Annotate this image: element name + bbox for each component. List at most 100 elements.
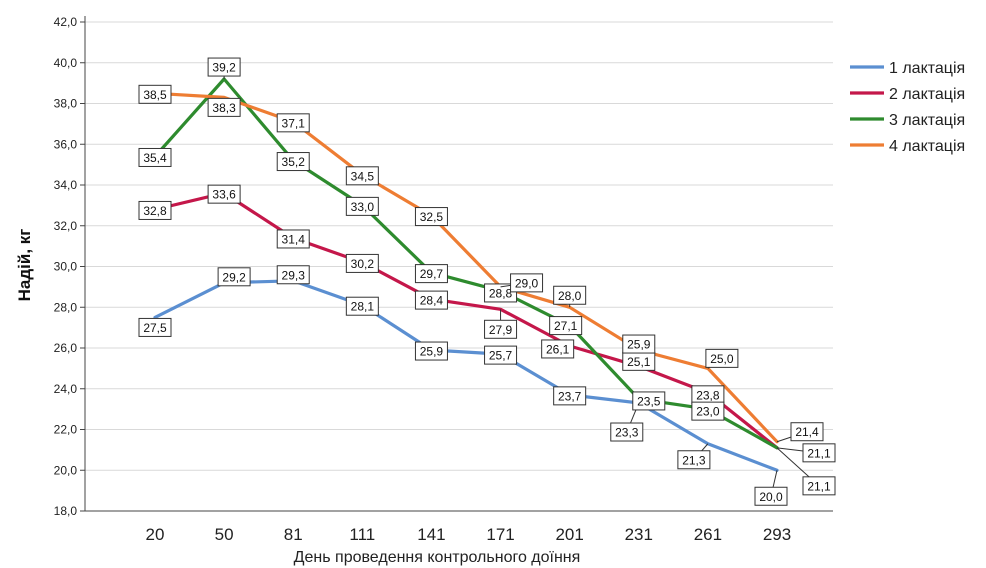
series-line-4 <box>153 91 779 444</box>
data-label: 25,9 <box>414 341 448 361</box>
data-label: 25,0 <box>705 348 739 369</box>
y-tick-label: 32,0 <box>54 219 78 233</box>
data-label: 25,7 <box>484 345 518 365</box>
data-label-box <box>549 316 583 336</box>
legend-label: 1 лактація <box>889 60 965 77</box>
x-tick-label: 293 <box>763 525 791 544</box>
data-label-text: 32,8 <box>143 204 167 218</box>
data-label-box <box>414 264 448 284</box>
y-axis-title: Надій, кг <box>15 229 34 302</box>
data-label-box <box>207 184 241 204</box>
data-label: 23,5 <box>632 391 666 411</box>
data-label: 33,6 <box>207 184 241 204</box>
data-label: 26,1 <box>541 339 575 359</box>
series-line-3 <box>153 77 779 450</box>
data-label: 21,1 <box>776 443 836 463</box>
data-label: 37,1 <box>276 113 310 133</box>
data-label: 23,7 <box>553 386 587 406</box>
series-line-2 <box>153 191 779 450</box>
data-label: 28,8 <box>484 283 518 303</box>
data-label-box <box>802 443 836 463</box>
data-label-box <box>414 290 448 310</box>
data-label-text: 33,6 <box>212 188 236 202</box>
data-label: 30,2 <box>345 253 379 273</box>
y-tick-label: 36,0 <box>54 137 78 151</box>
legend-item: 4 лактація <box>850 138 965 155</box>
data-label-text: 35,4 <box>143 151 167 165</box>
data-label: 34,5 <box>345 166 379 186</box>
data-label-text: 27,9 <box>489 323 513 337</box>
data-label-text: 30,2 <box>351 257 375 271</box>
y-tick-label: 18,0 <box>54 504 78 518</box>
data-label: 33,0 <box>345 196 379 216</box>
data-label-box <box>345 196 379 216</box>
data-label-box <box>553 285 587 305</box>
data-label: 27,9 <box>484 309 518 339</box>
data-label-text: 21,1 <box>807 479 831 493</box>
data-label: 21,1 <box>776 447 836 496</box>
y-tick-label: 20,0 <box>54 463 78 477</box>
data-label-text: 21,1 <box>807 446 831 460</box>
data-label-text: 26,1 <box>546 342 570 356</box>
data-label-box <box>484 319 518 339</box>
data-label: 21,4 <box>776 422 824 443</box>
data-label-box <box>510 273 544 293</box>
data-label-text: 23,8 <box>696 388 720 402</box>
legend-item: 1 лактація <box>850 60 965 77</box>
data-label-box <box>345 296 379 316</box>
x-tick-label: 141 <box>417 525 445 544</box>
data-label-box <box>207 57 241 77</box>
data-label-box <box>138 147 172 167</box>
data-label-text: 21,4 <box>795 425 819 439</box>
x-tick-label: 171 <box>486 525 514 544</box>
data-label-box <box>677 450 711 470</box>
data-label: 25,1 <box>622 351 656 371</box>
data-label-text: 27,5 <box>143 321 167 335</box>
data-label-text: 29,3 <box>282 268 306 282</box>
legend-item: 3 лактація <box>850 112 965 129</box>
data-label: 39,2 <box>207 57 241 80</box>
data-label-box <box>790 422 824 442</box>
legend-label: 2 лактація <box>889 86 965 103</box>
data-label: 38,5 <box>138 84 172 104</box>
data-label: 25,9 <box>622 334 656 354</box>
y-tick-label: 40,0 <box>54 56 78 70</box>
data-label-text: 28,8 <box>489 286 513 300</box>
data-label-box <box>138 200 172 220</box>
data-label-box <box>622 334 656 354</box>
x-axis-title: День проведення контрольного доїння <box>294 549 581 566</box>
y-tick-label: 38,0 <box>54 97 78 111</box>
data-label-box <box>610 422 644 442</box>
legend-item: 2 лактація <box>850 86 965 103</box>
data-label: 23,8 <box>691 385 725 405</box>
data-label: 28,4 <box>414 290 448 310</box>
data-label-text: 23,7 <box>558 389 582 403</box>
data-label-text: 25,9 <box>627 338 651 352</box>
series-lines <box>153 77 779 472</box>
data-label: 29,0 <box>500 273 544 293</box>
data-label-text: 28,4 <box>420 294 444 308</box>
data-label-text: 29,0 <box>515 276 539 290</box>
x-tick-label: 201 <box>555 525 583 544</box>
data-label-text: 31,4 <box>282 232 306 246</box>
data-label-text: 23,3 <box>615 426 639 440</box>
data-label-box <box>541 339 575 359</box>
y-tick-label: 22,0 <box>54 423 78 437</box>
data-label: 38,3 <box>207 97 241 117</box>
data-label: 28,1 <box>345 296 379 316</box>
y-tick-label: 26,0 <box>54 341 78 355</box>
data-label-text: 25,1 <box>627 355 651 369</box>
data-label-text: 39,2 <box>212 61 236 75</box>
data-label-text: 29,7 <box>420 267 444 281</box>
data-label-box <box>414 207 448 227</box>
data-label-text: 32,5 <box>420 210 444 224</box>
data-label: 29,7 <box>414 264 448 284</box>
x-tick-label: 81 <box>284 525 303 544</box>
data-label-text: 25,7 <box>489 349 513 363</box>
data-label-text: 25,0 <box>710 352 734 366</box>
data-label-text: 27,1 <box>554 319 578 333</box>
x-tick-label: 20 <box>146 525 165 544</box>
data-label-box <box>705 348 739 368</box>
